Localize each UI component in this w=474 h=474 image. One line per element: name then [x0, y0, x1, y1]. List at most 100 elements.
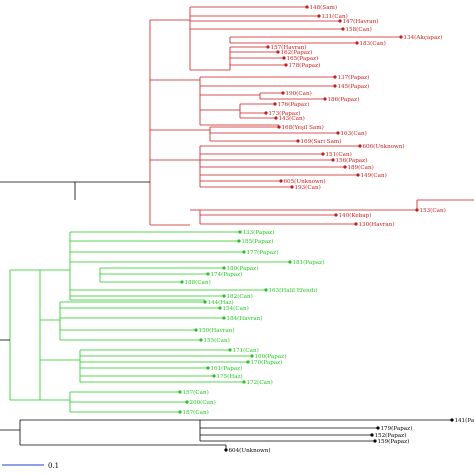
leaf-red: 158(Can) [341, 26, 372, 33]
leaf-green: 133(Papaz) [238, 229, 274, 236]
leaf-dot [279, 179, 283, 183]
leaf-dot [296, 139, 300, 143]
leaf-green: 180(Papaz) [222, 265, 258, 272]
leaf-label: 141(Papaz) [455, 417, 474, 424]
leaf-red: 145(Papaz) [333, 83, 369, 90]
leaf-label: 162(Papaz) [281, 49, 313, 56]
leaf-dot [242, 380, 246, 384]
leaf-dot [203, 300, 207, 304]
leaf-dot [194, 328, 198, 332]
leaf-label: 181(Papaz) [293, 259, 325, 266]
leaf-red: 134(Akçapaz) [399, 34, 442, 41]
tree-leaves: 148(Sam) 131(Can)147(Havran)158(Can) 134(A… [178, 4, 474, 454]
leaf-label: 178(Papaz) [289, 62, 321, 69]
leaf-label: 183(Can) [360, 40, 386, 47]
leaf-green: 161(Papaz) [206, 365, 242, 372]
scale-bar-label: 0.1 [48, 462, 59, 470]
leaf-dot [331, 158, 335, 162]
leaf-green: 144(Haz) [203, 299, 234, 306]
leaf-label: 157(Havran) [271, 44, 307, 51]
leaf-label: 169(Sari Sam) [301, 138, 342, 145]
leaf-dot [354, 222, 358, 226]
leaf-label: 160(Papaz) [255, 353, 287, 360]
scale-bar: 0.1 [2, 462, 59, 470]
leaf-red: 186(Papaz) [323, 96, 359, 103]
leaf-dot [288, 260, 292, 264]
leaf-label: 165(Papaz) [287, 55, 319, 62]
leaf-dot [237, 239, 241, 243]
leaf-black: 604(Unknown) [224, 447, 271, 454]
leaf-dot [305, 5, 309, 9]
leaf-dot [273, 102, 277, 106]
leaf-red: 176(Papaz) [273, 101, 309, 108]
leaf-red: 137(Papaz) [333, 74, 369, 81]
leaf-red: 162(Papaz) [276, 49, 312, 56]
leaf-label: 184(Havran) [227, 315, 263, 322]
leaf-red: 605(Unknown) [279, 178, 326, 185]
leaf-label: 188(Can) [185, 279, 211, 286]
leaf-label: 173(Papaz) [269, 110, 301, 117]
leaf-dot [356, 173, 360, 177]
leaf-dot [228, 348, 232, 352]
leaf-dot [373, 439, 377, 443]
leaf-label: 604(Unknown) [229, 447, 271, 454]
leaf-green: 185(Papaz) [237, 238, 273, 245]
leaf-red: 147(Havran) [338, 18, 379, 25]
leaf-dot [338, 19, 342, 23]
leaf-dot [355, 41, 359, 45]
leaf-black: 159(Papaz) [373, 438, 409, 445]
leaf-red: 183(Can) [355, 40, 386, 47]
leaf-green: 171(Can) [228, 347, 259, 354]
leaf-red: 190(Can) [281, 90, 312, 97]
leaf-dot [277, 125, 281, 129]
leaf-dot [290, 185, 294, 189]
leaf-label: 144(Haz) [208, 299, 234, 306]
leaf-dot [284, 63, 288, 67]
leaf-label: 176(Papaz) [278, 101, 310, 108]
leaf-label: 175(Haz) [217, 373, 243, 380]
leaf-label: 186(Papaz) [328, 96, 360, 103]
leaf-red: 189(Can) [343, 164, 374, 171]
leaf-label: 159(Papaz) [378, 438, 410, 445]
leaf-dot [281, 91, 285, 95]
leaf-red: 156(Papaz) [331, 157, 367, 164]
leaf-label: 149(Can) [361, 172, 387, 179]
leaf-red: 149(Can) [356, 172, 387, 179]
leaf-label: 152(Papaz) [375, 432, 407, 439]
leaf-label: 189(Can) [348, 164, 374, 171]
leaf-dot [334, 213, 338, 217]
leaf-dot [343, 165, 347, 169]
leaf-dot [282, 56, 286, 60]
leaf-red: 157(Havran) [266, 44, 307, 51]
leaf-black: 141(Papaz) [450, 417, 474, 424]
leaf-dot [333, 75, 337, 79]
leaf-label: 154(Can) [223, 305, 249, 312]
leaf-label: 179(Papaz) [381, 425, 413, 432]
leaf-green: 177(Papaz) [242, 249, 278, 256]
leaf-label: 606(Unknown) [363, 143, 405, 150]
leaf-green: 163(Halil Efendi) [264, 287, 317, 294]
leaf-dot [222, 294, 226, 298]
leaf-label: 153(Can) [420, 207, 446, 214]
leaf-green: 170(Papaz) [246, 359, 282, 366]
leaf-red: 143(Can) [274, 115, 305, 122]
leaf-dot [218, 306, 222, 310]
leaf-green: 155(Can) [199, 337, 230, 344]
leaf-label: 147(Havran) [343, 18, 379, 25]
leaf-label: 150(Havran) [199, 327, 235, 334]
leaf-label: 180(Papaz) [227, 265, 259, 272]
leaf-red: 169(Sari Sam) [296, 138, 341, 145]
leaf-dot [178, 390, 182, 394]
leaf-dot [266, 45, 270, 49]
leaf-dot [199, 338, 203, 342]
leaf-red: 151(Can) [321, 151, 352, 158]
leaf-label: 134(Akçapaz) [404, 34, 443, 41]
tree-branches [0, 6, 474, 450]
leaf-green: 154(Can) [218, 305, 249, 312]
leaf-dot [341, 27, 345, 31]
leaf-dot [250, 354, 254, 358]
leaf-green: 160(Papaz) [250, 353, 286, 360]
leaf-label: 143(Can) [279, 115, 305, 122]
leaf-dot [358, 144, 362, 148]
leaf-label: 174(Papaz) [211, 271, 243, 278]
